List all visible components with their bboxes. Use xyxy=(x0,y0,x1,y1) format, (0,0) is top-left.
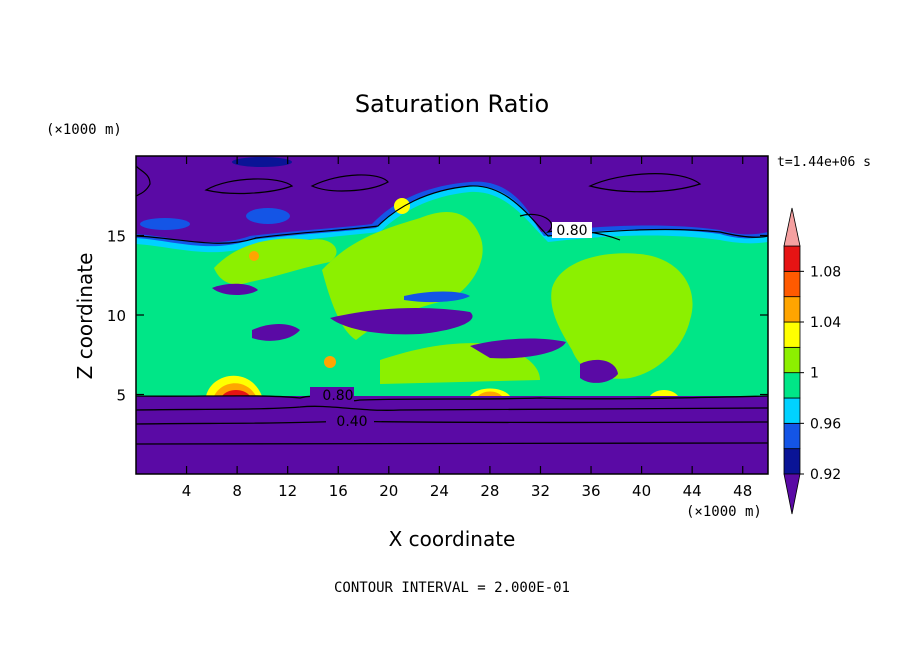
colorbar-tick-label: 0.92 xyxy=(810,467,841,483)
x-tick-label: 12 xyxy=(278,482,297,500)
colorbar: 0.92 0.96 1 1.04 1.08 xyxy=(783,207,841,515)
contour-label: 0.40 xyxy=(336,414,367,430)
contour-line xyxy=(136,395,768,402)
contour-label: 0.80 xyxy=(322,388,353,404)
y-unit-label: (×1000 m) xyxy=(46,122,122,138)
colorbar-box xyxy=(783,422,801,450)
upper-puff-2 xyxy=(140,218,190,230)
time-label: t=1.44e+06 s xyxy=(777,155,871,170)
y-tick-label: 15 xyxy=(107,228,126,246)
dry-band-6 xyxy=(404,291,470,303)
x-tick-label: 24 xyxy=(430,482,449,500)
dry-band-2 xyxy=(252,324,300,341)
colorbar-tick-label: 1.04 xyxy=(810,315,841,331)
contour-label: 0.80 xyxy=(556,223,587,239)
x-unit-label: (×1000 m) xyxy=(686,504,762,520)
x-tick-label: 16 xyxy=(329,482,348,500)
dry-band-1 xyxy=(330,308,473,335)
x-tick-label: 44 xyxy=(683,482,702,500)
contour-line xyxy=(136,405,768,411)
cloud-core-center xyxy=(322,212,483,340)
contour-line xyxy=(310,174,389,192)
contour-line xyxy=(136,442,768,445)
x-tick-label: 4 xyxy=(182,482,192,500)
contour-line xyxy=(204,178,294,195)
x-tick-label: 40 xyxy=(632,482,651,500)
chart-title: Saturation Ratio xyxy=(355,90,549,118)
contour-interval-note: CONTOUR INTERVAL = 2.000E-01 xyxy=(334,580,570,596)
upper-puff-3 xyxy=(232,157,292,167)
contour-line xyxy=(136,165,151,197)
y-axis-label: Z coordinate xyxy=(73,253,97,380)
colorbar-box xyxy=(783,296,801,323)
peak-3 xyxy=(650,390,678,396)
contour-line xyxy=(588,173,702,193)
cloud-core-left xyxy=(214,238,337,285)
contour-label-group: 0.80 0.80 0.40 xyxy=(310,222,592,430)
hotspot-1 xyxy=(324,356,336,368)
colorbar-extend-max xyxy=(783,207,801,247)
dry-band-4 xyxy=(580,359,618,383)
colorbar-box xyxy=(783,245,801,272)
colorbar-tick-label: 1 xyxy=(810,366,819,382)
colorbar-box xyxy=(783,397,801,424)
colorbar-box xyxy=(783,346,801,374)
hotspot-3 xyxy=(249,251,259,261)
dry-band-3 xyxy=(470,338,566,359)
x-tick-label: 32 xyxy=(531,482,550,500)
x-tick-label: 28 xyxy=(480,482,499,500)
contour-line xyxy=(519,213,621,241)
colorbar-tick-label: 0.96 xyxy=(810,416,841,432)
dry-band-5 xyxy=(212,283,258,295)
x-axis-label: X coordinate xyxy=(389,527,516,551)
x-tick-label: 8 xyxy=(232,482,242,500)
plot-area xyxy=(136,156,768,474)
x-tick-label: 36 xyxy=(581,482,600,500)
cloud-core-right xyxy=(551,253,693,379)
colorbar-tick-label: 1.08 xyxy=(810,264,841,280)
colorbar-extend-min xyxy=(783,473,801,515)
peak-1-max xyxy=(222,390,250,396)
y-axis: 5 10 15 xyxy=(107,228,768,405)
contour-line xyxy=(136,185,768,244)
x-tick-label: 20 xyxy=(379,482,398,500)
peak-2-core xyxy=(478,391,502,396)
colorbar-box xyxy=(783,270,801,298)
colorbar-box xyxy=(783,321,801,348)
x-tick-label: 48 xyxy=(733,482,752,500)
upper-puff-1 xyxy=(246,208,290,224)
y-tick-label: 10 xyxy=(107,307,126,325)
colorbar-box xyxy=(783,448,801,475)
x-axis: 4 8 12 16 20 24 28 32 36 40 44 48 xyxy=(182,156,752,500)
y-tick-label: 5 xyxy=(116,387,126,405)
colorbar-box xyxy=(783,372,801,399)
